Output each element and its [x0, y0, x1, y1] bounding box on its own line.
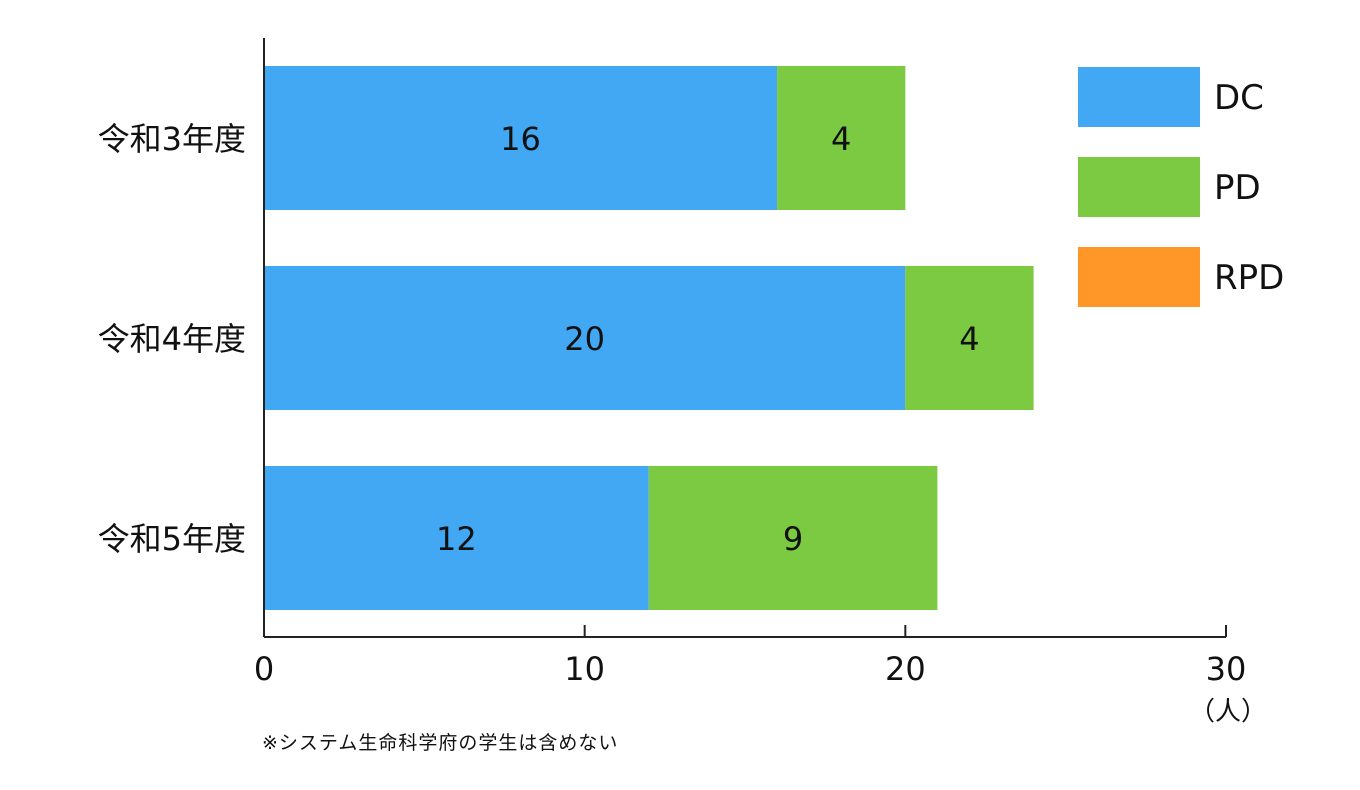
- footnote: ※システム生命科学府の学生は含めない: [262, 732, 619, 754]
- category-label-1: 令和3年度: [98, 120, 246, 158]
- data-label-dc-3: 12: [436, 520, 477, 558]
- bar-dc-2: [264, 266, 906, 410]
- data-label-pd-2: 4: [959, 320, 979, 358]
- category-label-3: 令和5年度: [98, 520, 246, 558]
- data-label-dc-1: 16: [500, 120, 541, 158]
- legend-swatch-pd: [1078, 157, 1200, 217]
- bar-pd-3: [648, 466, 938, 610]
- category-label-2: 令和4年度: [98, 320, 246, 358]
- bar-pd-1: [777, 66, 906, 210]
- x-ticks: 0 10 20 30: [254, 625, 1247, 688]
- legend: DC PD RPD: [1078, 67, 1284, 307]
- x-tick-label: 10: [564, 650, 605, 688]
- bar-pd-2: [905, 266, 1034, 410]
- x-axis-unit: （人）: [1189, 697, 1267, 727]
- legend-label-pd: PD: [1214, 168, 1261, 208]
- legend-label-rpd: RPD: [1214, 258, 1284, 298]
- data-label-pd-1: 4: [831, 120, 851, 158]
- legend-swatch-dc: [1078, 67, 1200, 127]
- legend-label-dc: DC: [1214, 78, 1264, 118]
- data-label-pd-3: 9: [783, 520, 803, 558]
- x-tick-label: 20: [885, 650, 926, 688]
- x-tick-label: 30: [1206, 650, 1247, 688]
- bar-dc-3: [264, 466, 649, 610]
- data-label-dc-2: 20: [564, 320, 605, 358]
- axes-layer: [263, 38, 1226, 638]
- bar-dc-1: [264, 66, 778, 210]
- legend-swatch-rpd: [1078, 247, 1200, 307]
- x-tick-label: 0: [254, 650, 274, 688]
- bars-layer: 16 4 20 4 12 9: [264, 66, 1034, 610]
